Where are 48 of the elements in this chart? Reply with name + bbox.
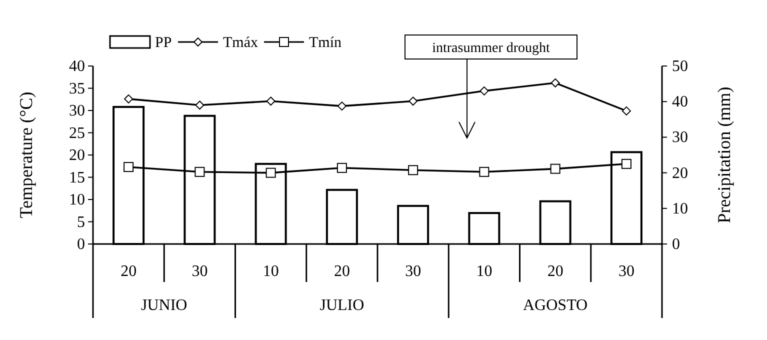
y2-tick-label: 50: [672, 58, 688, 75]
y-tick-label: 5: [77, 214, 85, 231]
text: intrasummer drought: [432, 41, 550, 56]
text: JUNIO: [141, 297, 188, 314]
text: AGOSTO: [523, 297, 588, 314]
legend-label: Tmáx: [223, 35, 258, 51]
point: [408, 96, 418, 106]
point: [266, 168, 276, 178]
y-tick-label: 10: [69, 192, 85, 208]
y-tick-label: 25: [69, 124, 85, 142]
point: [124, 94, 134, 104]
point: [195, 100, 204, 110]
point: [336, 162, 347, 173]
y2-tick-label: 30: [672, 129, 688, 146]
point: [124, 162, 134, 172]
x-tick-label: 20: [334, 263, 350, 280]
y-tick-label: 40: [69, 58, 85, 75]
point: [550, 78, 560, 88]
x-tick-label: 20: [120, 263, 137, 280]
y2-axis-title: Precipitation (mm): [714, 86, 734, 224]
x-tick-label: 10: [476, 263, 492, 280]
point: [194, 166, 205, 177]
point: [266, 96, 276, 106]
point: [408, 165, 418, 176]
y2-tick-label: 20: [672, 164, 688, 182]
text: JULIO: [320, 297, 364, 314]
point: [480, 86, 489, 96]
point: [622, 106, 631, 116]
y-tick-label: 0: [77, 236, 85, 253]
y-tick-label: 20: [69, 147, 85, 164]
y2-tick-label: 40: [672, 94, 688, 111]
point: [479, 166, 490, 177]
x-tick-label: 30: [192, 263, 208, 280]
point: [337, 102, 346, 111]
y-tick-label: 30: [69, 102, 85, 120]
y2-tick-label: 10: [672, 200, 688, 218]
x-tick-label: 20: [547, 263, 564, 280]
y-tick-label: 15: [69, 169, 85, 186]
x-tick-label: 30: [618, 263, 634, 280]
y-axis-title: Temperature (°C): [16, 92, 36, 218]
point: [621, 158, 632, 169]
y-tick-label: 35: [69, 80, 85, 98]
legend-label: Tmín: [309, 35, 342, 51]
legend-label: PP: [155, 35, 172, 51]
y2-tick-label: 0: [672, 236, 680, 253]
point: [550, 164, 560, 174]
x-tick-label: 30: [405, 263, 422, 280]
x-tick-label: 10: [262, 263, 279, 280]
